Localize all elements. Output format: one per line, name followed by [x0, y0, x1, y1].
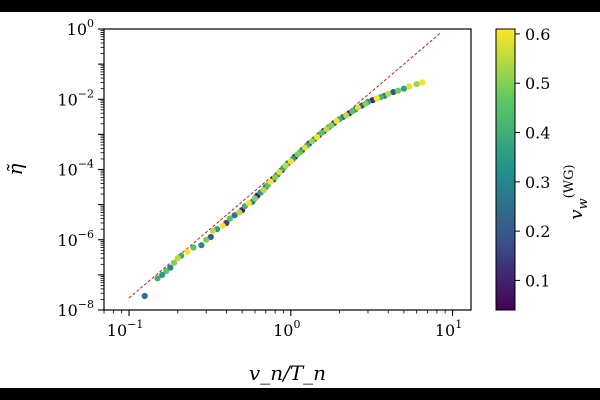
data-point: [282, 162, 289, 169]
data-point: [260, 186, 267, 194]
data-point: [413, 81, 420, 88]
data-point: [406, 83, 413, 90]
x-tick-label: 101: [435, 318, 462, 340]
data-point: [287, 158, 294, 165]
data-point: [251, 195, 258, 202]
data-point: [198, 242, 205, 249]
data-point: [231, 212, 238, 219]
data-point: [163, 267, 170, 274]
data-point: [301, 144, 308, 151]
data-point: [209, 227, 216, 234]
data-point: [184, 248, 191, 255]
data-point: [267, 178, 274, 185]
data-point: [276, 169, 283, 176]
x-tick-label: 100: [273, 318, 300, 340]
data-point: [190, 244, 197, 251]
data-point: [174, 255, 181, 262]
colorbar-tick-label: 0.3: [525, 173, 550, 192]
data-point: [294, 151, 301, 158]
data-point: [159, 271, 166, 278]
scatter-chart: 10−1 100 101 10−8 10−6 10−4 10−2 100 v_n/T_n η̃ 0…: [3, 17, 591, 385]
y-tick-label: 10−2: [57, 87, 94, 109]
data-point: [394, 87, 402, 94]
y-axis-label: η̃: [3, 163, 27, 175]
colorbar-gradient: [495, 28, 516, 311]
x-axis-label: v_n/T_n: [249, 361, 326, 385]
data-point: [362, 100, 369, 107]
y-tick-label: 10−8: [57, 298, 94, 320]
data-point: [154, 275, 161, 282]
data-point: [333, 117, 340, 125]
data-point: [328, 122, 335, 129]
y-tick-label: 10−6: [57, 228, 94, 250]
colorbar-label: vw(WG): [562, 164, 591, 219]
figure: 10−1 100 101 10−8 10−6 10−4 10−2 100 v_n/T_n η̃ 0…: [0, 12, 600, 388]
data-point: [354, 104, 361, 111]
y-tick-label: 10−4: [57, 158, 94, 180]
data-point: [318, 129, 325, 136]
plot-frame: [103, 28, 472, 311]
data-point: [141, 292, 148, 300]
data-point: [308, 138, 315, 145]
data-point: [313, 133, 320, 141]
data-point: [226, 215, 233, 222]
data-point: [343, 112, 350, 119]
colorbar-tick-label: 0.4: [525, 124, 550, 143]
colorbar-tick-label: 0.6: [525, 25, 550, 44]
data-point: [385, 91, 392, 98]
data-point: [323, 126, 330, 133]
data-point: [419, 79, 426, 86]
data-point: [373, 95, 380, 102]
colorbar-tick-label: 0.1: [525, 271, 550, 290]
reference-line: [128, 32, 442, 299]
data-point: [219, 222, 226, 229]
data-point: [390, 89, 397, 96]
data-point: [245, 200, 252, 207]
data-point: [207, 233, 214, 241]
colorbar-tick-label: 0.5: [525, 74, 550, 93]
data-point: [203, 236, 210, 243]
data-point: [171, 259, 178, 266]
colorbar-tick-label: 0.2: [525, 222, 550, 241]
y-tick-label: 100: [67, 17, 94, 39]
data-point: [236, 209, 243, 216]
x-tick-label: 10−1: [107, 318, 144, 340]
data-point: [349, 108, 356, 115]
data-point: [272, 174, 279, 181]
data-point: [400, 85, 407, 92]
